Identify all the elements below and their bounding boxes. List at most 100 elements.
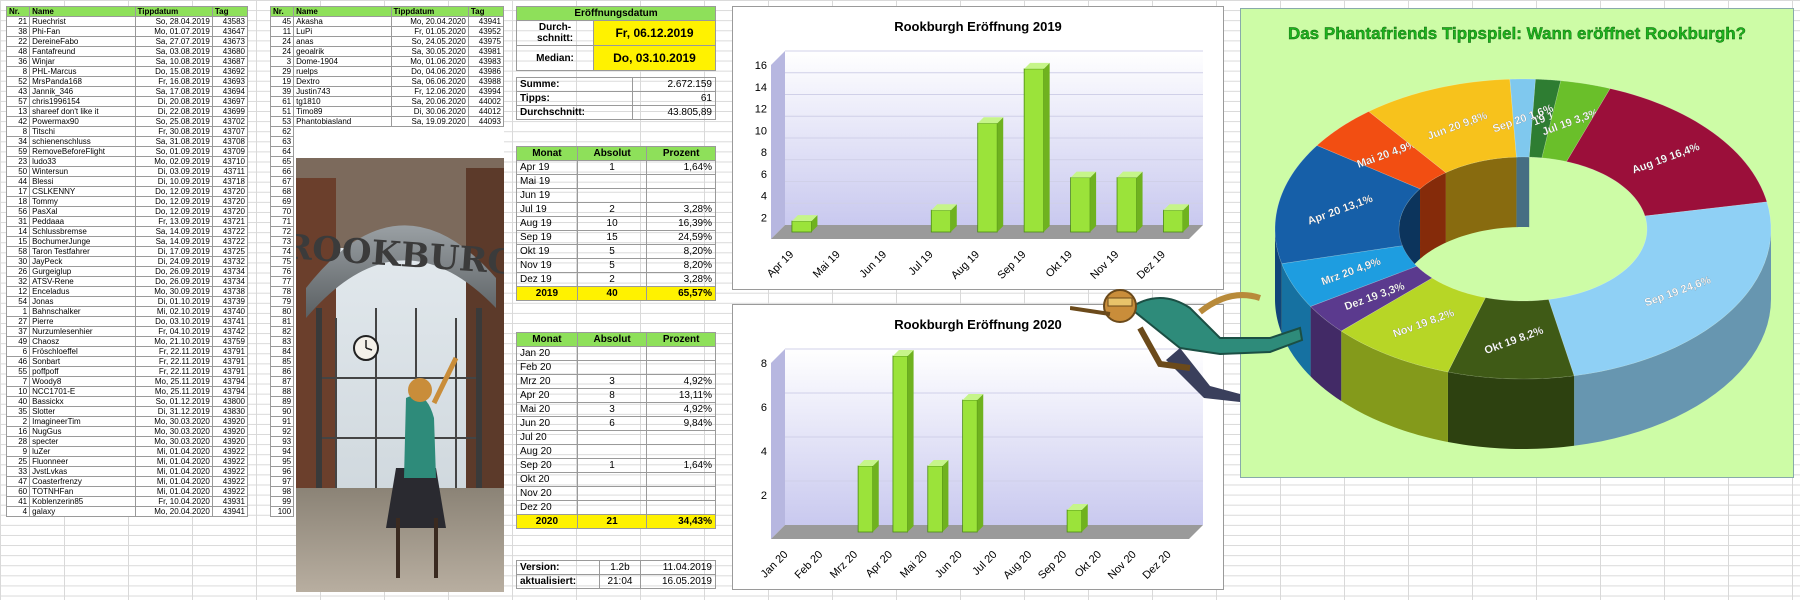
cell-name: Coasterfrenzy [29, 476, 136, 487]
average-label: Durch- schnitt: [516, 20, 594, 46]
opening-date-stats: Eröffnungsdatum Durch- schnitt: Fr, 06.1… [516, 6, 716, 71]
cell-tippdatum: Mo, 25.11.2019 [134, 386, 213, 397]
cell-nr: 93 [269, 436, 295, 447]
cell-nr: 77 [269, 276, 295, 287]
table-row: 16 NugGus Mo, 30.03.2020 43920 [5, 426, 249, 437]
cell-prozent [646, 174, 716, 189]
donut-slice [1548, 201, 1772, 377]
cell-tippdatum: Fr, 22.11.2019 [134, 346, 213, 357]
table-row: 52 MrsPanda168 Fr, 16.08.2019 43693 [5, 76, 249, 87]
cell-monat: Okt 20 [516, 472, 578, 487]
cell-name: Titschi [29, 126, 136, 137]
table-row: 60 TOTNHFan Mi, 01.04.2020 43922 [5, 486, 249, 497]
bar-side [907, 350, 914, 532]
cell-tag: 43920 [211, 416, 249, 427]
cell-nr: 25 [5, 456, 31, 467]
cell-tippdatum: Di, 22.08.2019 [134, 106, 213, 117]
cell-tag: 44093 [467, 116, 505, 127]
table-row: 64 [269, 146, 504, 157]
cell-prozent: 1,64% [646, 160, 716, 175]
cell-tippdatum: So, 25.08.2019 [134, 116, 213, 127]
cell-name: ImagineerTim [29, 416, 136, 427]
cell-tippdatum: Mo, 02.09.2019 [134, 156, 213, 167]
cell-tag: 43725 [211, 246, 249, 257]
table-row: 3 Dome-1904 Mo, 01.06.2020 43983 [269, 56, 505, 67]
cell-tag: 43994 [467, 86, 505, 97]
cell-tag: 43738 [211, 286, 249, 297]
cell-tippdatum: Do, 12.09.2019 [134, 186, 213, 197]
x-tick-label: Jul 20 [970, 549, 999, 578]
col-tag: Tag [467, 6, 505, 17]
x-tick-label: Mrz 20 [828, 549, 860, 581]
cell-tag: 43720 [211, 196, 249, 207]
y-tick-label: 4 [761, 446, 767, 458]
cell-name: Sonbart [29, 356, 136, 367]
table-row: 31 Peddaaa Fr, 13.09.2019 43721 [5, 216, 249, 227]
cell-tippdatum: Fr, 01.05.2020 [390, 26, 469, 37]
cell-nr: 8 [5, 66, 31, 77]
cell-absolut [576, 500, 648, 515]
cell-tag: 43791 [211, 366, 249, 377]
cell-nr: 70 [269, 206, 295, 217]
cell-name: galaxy [29, 506, 136, 517]
cell-nr: 46 [5, 356, 31, 367]
cell-nr: 65 [269, 156, 295, 167]
cell-prozent [646, 188, 716, 203]
cell-name: Taron Testfahrer [29, 246, 136, 257]
table-row: 45 Akasha Mo, 20.04.2020 43941 [269, 16, 505, 27]
month-row: Jan 20 [516, 346, 716, 361]
cell-tippdatum: Sa, 14.09.2019 [134, 236, 213, 247]
month-row: Mrz 20 3 4,92% [516, 374, 716, 389]
cell-tippdatum: Fr, 13.09.2019 [134, 216, 213, 227]
bar-side [997, 117, 1004, 232]
cell-prozent: 8,20% [646, 244, 716, 259]
cell-tag: 43694 [211, 86, 249, 97]
donut-outer-wall [1310, 306, 1342, 402]
cell-nr: 17 [5, 186, 31, 197]
month-row: Sep 19 15 24,59% [516, 230, 716, 245]
cell-tag: 44002 [467, 96, 505, 107]
bar-side [1136, 171, 1143, 232]
monthly-2019-table: Monat Absolut Prozent Apr 19 1 1,64% Mai 19… [516, 146, 716, 301]
table-row: 35 Slotter Di, 31.12.2019 43830 [5, 406, 249, 417]
cell-name: Enceladus [29, 286, 136, 297]
cell-nr: 69 [269, 196, 295, 207]
cell-nr: 56 [5, 206, 31, 217]
month-row: Apr 20 8 13,11% [516, 388, 716, 403]
cell-nr: 68 [269, 186, 295, 197]
cell-name: schienenschluss [29, 136, 136, 147]
cell-name: Gurgeiglup [29, 266, 136, 277]
bar [1163, 209, 1184, 233]
cell-nr: 11 [269, 26, 295, 37]
cell-tippdatum: Fr, 04.10.2019 [134, 326, 213, 337]
x-tick-label: Okt 20 [1073, 549, 1104, 580]
cell-name: Winjar [29, 56, 136, 67]
cell-tag: 43922 [211, 456, 249, 467]
donut-outer-wall [1275, 229, 1282, 334]
bar-top [931, 204, 957, 211]
cell-tag: 43791 [211, 356, 249, 367]
x-tick-label: Apr 19 [765, 249, 796, 280]
cell-nr: 87 [269, 376, 295, 387]
cell-nr: 18 [5, 196, 31, 207]
cell-tag: 43922 [211, 476, 249, 487]
cell-tag: 43830 [211, 406, 249, 417]
tips-value: 61 [632, 91, 716, 106]
month-row: Mai 20 3 4,92% [516, 402, 716, 417]
cell-nr: 30 [5, 256, 31, 267]
table-row: 21 Ruechrist So, 28.04.2019 43583 [5, 16, 249, 27]
cell-name: Slotter [29, 406, 136, 417]
bar [1066, 509, 1083, 533]
cell-tag: 43680 [211, 46, 249, 57]
cell-prozent: 3,28% [646, 272, 716, 287]
table-row: 54 Jonas Di, 01.10.2019 43739 [5, 296, 249, 307]
x-tick-label: Mai 19 [811, 249, 843, 281]
cell-nr: 82 [269, 326, 295, 337]
cell-monat: Jul 19 [516, 202, 578, 217]
cell-nr: 24 [269, 36, 295, 47]
y-tick-label: 8 [761, 358, 767, 370]
cell-tag: 43922 [211, 446, 249, 457]
cell-absolut [576, 430, 648, 445]
cell-name: Peddaaa [29, 216, 136, 227]
month-row: Jun 19 [516, 188, 716, 203]
